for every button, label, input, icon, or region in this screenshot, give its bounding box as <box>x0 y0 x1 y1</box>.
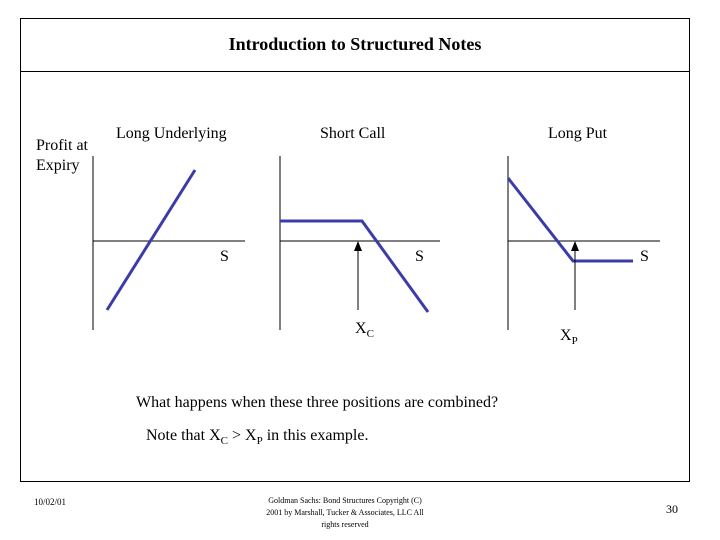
strike-call-label: XC <box>355 320 374 341</box>
footer-copyright: Goldman Sachs: Bond Structures Copyright… <box>240 495 450 531</box>
slide-frame <box>20 18 690 482</box>
y-axis-label-line2: Expiry <box>36 157 80 174</box>
slide-title: Introduction to Structured Notes <box>228 34 482 54</box>
short-call-strike-arrowhead <box>354 241 362 251</box>
short-call-title: Short Call <box>320 125 386 142</box>
long-underlying-diagram <box>92 156 245 330</box>
y-axis-label-line1: Profit at <box>36 137 88 154</box>
footer-copyright-line2: 2001 by Marshall, Tucker & Associates, L… <box>266 508 424 517</box>
long-underlying-title: Long Underlying <box>116 125 227 142</box>
long-put-payoff-line <box>506 177 633 263</box>
page-number: 30 <box>666 502 678 516</box>
combination-question: What happens when these three positions … <box>136 394 499 411</box>
long-put-title: Long Put <box>548 125 608 142</box>
footer-date: 10/02/01 <box>34 497 67 507</box>
short-call-diagram <box>279 156 440 330</box>
long-underlying-payoff-line <box>105 169 197 311</box>
long-put-diagram <box>506 156 660 330</box>
long-put-x-label: S <box>640 248 649 265</box>
strike-put-label: XP <box>560 327 578 348</box>
strike-comparison-note: Note that XC > XP in this example. <box>146 427 369 448</box>
long-underlying-x-label: S <box>220 248 229 265</box>
short-call-x-label: S <box>415 248 424 265</box>
short-call-payoff-line <box>280 219 430 313</box>
title-divider <box>20 71 690 72</box>
footer-copyright-line1: Goldman Sachs: Bond Structures Copyright… <box>268 496 422 505</box>
long-put-strike-arrowhead <box>571 241 579 251</box>
footer-copyright-line3: rights reserved <box>321 520 369 529</box>
